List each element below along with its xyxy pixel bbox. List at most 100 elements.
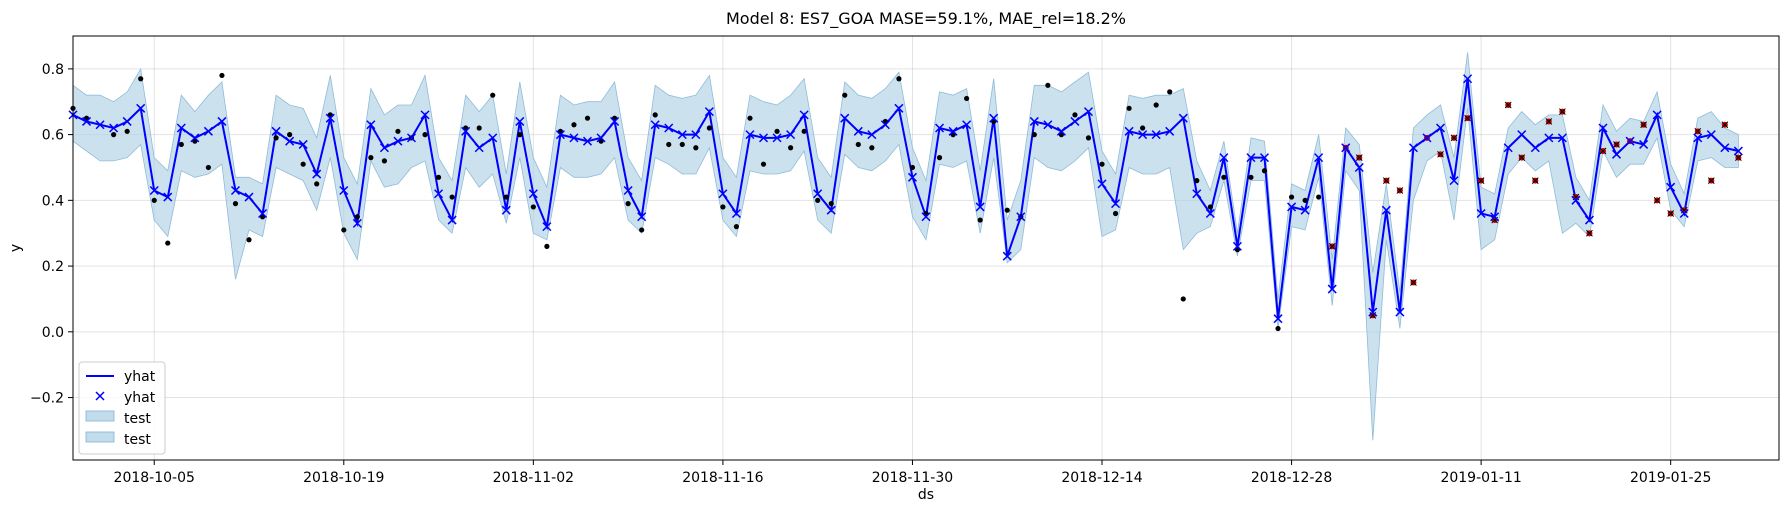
y-axis-ticks: −0.2 0.0 0.2 0.4 0.6 0.8 bbox=[30, 62, 73, 407]
actual-point bbox=[828, 201, 834, 207]
forecast-marker bbox=[1016, 212, 1026, 222]
forecast-marker bbox=[813, 189, 823, 199]
actual-point bbox=[1207, 204, 1213, 210]
actual-point bbox=[977, 217, 983, 223]
test-point bbox=[1518, 154, 1526, 161]
forecast-marker bbox=[1679, 208, 1689, 219]
actual-point bbox=[1180, 296, 1186, 302]
forecast-marker bbox=[501, 205, 511, 215]
actual-point bbox=[936, 155, 943, 161]
forecast-line bbox=[72, 78, 1739, 319]
forecast-marker bbox=[1124, 126, 1134, 136]
forecast-marker bbox=[406, 133, 417, 143]
x-tick-label: 2019-01-11 bbox=[1440, 470, 1521, 486]
test-point-cross bbox=[1450, 134, 1458, 142]
test-point-cross bbox=[1437, 150, 1444, 158]
x-tick-label: 2018-12-14 bbox=[1061, 470, 1142, 486]
forecast-marker bbox=[623, 185, 633, 196]
forecast-marker bbox=[1395, 307, 1405, 317]
actual-point bbox=[760, 161, 767, 167]
test-point bbox=[1586, 229, 1593, 237]
actual-point bbox=[341, 227, 347, 233]
actual-point bbox=[1261, 168, 1268, 174]
test-point-cross bbox=[1382, 177, 1390, 184]
forecast-marker bbox=[1530, 143, 1540, 153]
test-point-cross bbox=[1355, 154, 1363, 161]
test-point bbox=[1410, 279, 1417, 286]
test-point-cross bbox=[1464, 114, 1471, 122]
actual-point bbox=[1140, 125, 1146, 131]
forecast-marker bbox=[1571, 195, 1581, 205]
forecast-marker bbox=[718, 189, 728, 199]
actual-point bbox=[124, 128, 130, 134]
forecast-marker bbox=[1652, 110, 1662, 120]
forecast-marker bbox=[285, 136, 295, 146]
forecast-marker bbox=[1408, 143, 1418, 153]
actual-point bbox=[381, 158, 388, 164]
forecast-marker bbox=[1720, 143, 1730, 153]
forecast-marker bbox=[244, 192, 254, 202]
forecast-marker bbox=[880, 120, 890, 130]
forecast-marker bbox=[745, 130, 755, 140]
forecast-marker bbox=[82, 116, 92, 126]
actual-point bbox=[774, 128, 780, 134]
forecast-marker bbox=[1138, 130, 1148, 140]
forecast-marker bbox=[1693, 133, 1703, 143]
forecast-marker bbox=[447, 215, 457, 225]
test-point bbox=[1707, 177, 1715, 184]
legend-marker-swatch bbox=[95, 391, 105, 401]
forecast-marker bbox=[989, 113, 999, 123]
actual-point bbox=[788, 145, 794, 151]
actual-point bbox=[1288, 194, 1295, 200]
test-point bbox=[1667, 210, 1675, 217]
actual-point bbox=[747, 115, 753, 121]
forecast-marker bbox=[1097, 179, 1107, 189]
forecast-marker bbox=[582, 136, 593, 146]
forecast-marker bbox=[1341, 143, 1351, 153]
test-point-cross bbox=[1653, 196, 1661, 204]
test-point bbox=[1504, 101, 1512, 109]
forecast-marker bbox=[488, 133, 498, 143]
actual-point bbox=[530, 204, 536, 210]
forecast-marker bbox=[190, 133, 200, 143]
forecast-marker bbox=[799, 110, 809, 120]
actual-point bbox=[205, 164, 211, 171]
forecast-marker bbox=[1517, 130, 1527, 140]
forecast-marker bbox=[312, 169, 322, 179]
forecast-marker bbox=[542, 222, 552, 232]
grid-lines bbox=[73, 36, 1779, 460]
forecast-marker bbox=[1151, 130, 1161, 140]
actual-point bbox=[571, 122, 577, 128]
test-point bbox=[1735, 154, 1742, 161]
forecast-marker bbox=[1178, 113, 1188, 123]
forecast-marker bbox=[1205, 208, 1215, 219]
actual-point bbox=[1045, 82, 1051, 88]
x-tick-label: 2018-11-30 bbox=[872, 470, 953, 486]
forecast-marker bbox=[1557, 133, 1567, 143]
test-point bbox=[1694, 127, 1702, 135]
test-point-cross bbox=[1396, 187, 1404, 194]
forecast-marker bbox=[948, 126, 958, 136]
forecast-marker bbox=[1029, 116, 1039, 126]
forecast-marker bbox=[610, 116, 620, 126]
actual-point bbox=[1099, 161, 1105, 167]
forecast-marker bbox=[921, 212, 931, 222]
forecast-marker bbox=[1639, 139, 1649, 149]
test-point-cross bbox=[1545, 118, 1553, 125]
forecast-marker bbox=[1584, 215, 1594, 225]
actual-point bbox=[232, 201, 239, 207]
actual-point bbox=[1167, 89, 1173, 95]
actual-point bbox=[1221, 174, 1227, 180]
forecast-marker bbox=[217, 116, 227, 126]
forecast-marker bbox=[731, 208, 741, 219]
forecast-marker bbox=[704, 107, 714, 117]
forecast-marker bbox=[1219, 153, 1229, 163]
forecast-marker bbox=[95, 120, 105, 130]
actual-point bbox=[246, 237, 252, 243]
actual-point bbox=[287, 132, 293, 138]
x-tick-label: 2019-01-25 bbox=[1630, 470, 1711, 486]
forecast-marker bbox=[975, 202, 985, 212]
actual-point bbox=[1302, 197, 1308, 203]
forecast-marker bbox=[907, 172, 917, 182]
